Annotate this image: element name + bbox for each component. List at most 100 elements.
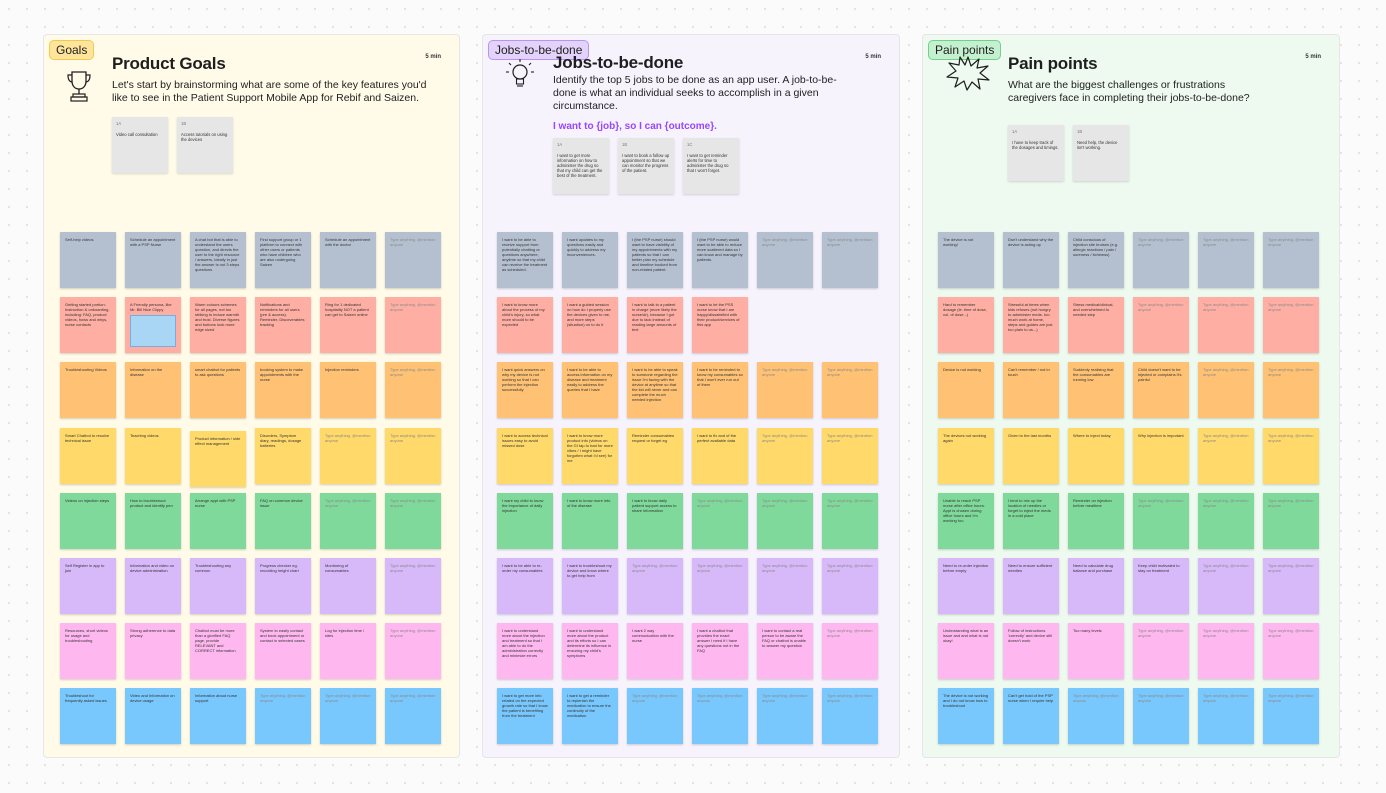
sticky-note[interactable]: Chatbot must be more than a glorified FA… bbox=[190, 623, 246, 680]
sticky-note[interactable]: FAQ on common device issue bbox=[255, 492, 311, 549]
sticky-note[interactable]: smart chatbot for patients to ask questi… bbox=[190, 362, 246, 419]
sticky-note[interactable]: Resources, short videos for usage and tr… bbox=[60, 623, 116, 680]
empty-sticky-note[interactable]: Type anything, @mention anyone bbox=[385, 688, 441, 745]
sticky-note[interactable]: Device is not working bbox=[938, 362, 994, 419]
sticky-note[interactable]: I (the PSP nurse) would want to be able … bbox=[692, 232, 748, 288]
empty-sticky-note[interactable]: Type anything, @mention anyone bbox=[1263, 297, 1319, 354]
sticky-note[interactable]: Getting started portion: Instruction & o… bbox=[60, 297, 116, 354]
empty-sticky-note[interactable]: Type anything, @mention anyone bbox=[822, 362, 878, 419]
example-note[interactable]: 1C I want to get reminder alerts for time… bbox=[683, 138, 739, 194]
sticky-note[interactable]: The device is not working and I do not k… bbox=[938, 688, 994, 745]
sticky-note[interactable]: Information and video on device administ… bbox=[125, 558, 181, 614]
sticky-note[interactable]: I want to know more product info (videos… bbox=[562, 427, 618, 484]
sticky-note[interactable]: Troubleshooting any common bbox=[190, 558, 246, 614]
empty-sticky-note[interactable]: Type anything, @mention anyone bbox=[1198, 427, 1254, 484]
sticky-note[interactable]: I want to know daily patient support acc… bbox=[627, 492, 683, 549]
section-tag-jtbd[interactable]: Jobs-to-be-done bbox=[488, 40, 590, 60]
empty-sticky-note[interactable]: Type anything, @mention anyone bbox=[1133, 623, 1189, 680]
sticky-note[interactable]: Warm colours schemes for all pages, not … bbox=[190, 297, 246, 354]
sticky-note[interactable]: I want to understand more about the prod… bbox=[562, 623, 618, 680]
empty-sticky-note[interactable]: Type anything, @mention anyone bbox=[255, 688, 311, 745]
empty-sticky-note[interactable]: Type anything, @mention anyone bbox=[1263, 232, 1319, 288]
sticky-note[interactable]: Need to re-order injection before empty bbox=[938, 558, 994, 614]
sticky-note[interactable]: I tend to mix up the location of needles… bbox=[1003, 492, 1059, 549]
empty-sticky-note[interactable]: Type anything, @mention anyone bbox=[822, 623, 878, 680]
sticky-note[interactable]: I want 2 way communication with the nurs… bbox=[627, 623, 683, 680]
section-product-goals[interactable]: Goals Product Goals 5 min Let's start by… bbox=[43, 34, 460, 758]
sticky-note[interactable]: Schedule an appointment with the doctor bbox=[320, 232, 376, 288]
sticky-note[interactable]: Reminder consumables request or forget e… bbox=[627, 427, 683, 484]
sticky-note[interactable]: Where to inject today bbox=[1068, 427, 1124, 484]
sticky-note[interactable]: I want to talk to a patient in charge (m… bbox=[627, 297, 683, 354]
sticky-note[interactable]: I want to be able to receive support fro… bbox=[497, 232, 553, 288]
sticky-note[interactable]: Strong adherence to data privacy bbox=[125, 623, 181, 680]
example-note[interactable]: 1A I have to keep track of the dosages an… bbox=[1008, 125, 1064, 181]
example-note[interactable]: 1A Video call consultation bbox=[112, 117, 168, 173]
sticky-note[interactable]: booking system to make appointments with… bbox=[255, 362, 311, 419]
sticky-note[interactable]: Notifications and reminders for all user… bbox=[255, 297, 311, 354]
empty-sticky-note[interactable]: Type anything, @mention anyone bbox=[757, 362, 813, 419]
empty-sticky-note[interactable]: Type anything, @mention anyone bbox=[1068, 688, 1124, 745]
empty-sticky-note[interactable]: Type anything, @mention anyone bbox=[692, 688, 748, 745]
section-tag-pain-points[interactable]: Pain points bbox=[928, 40, 1002, 60]
sticky-note[interactable]: Injection reminders bbox=[320, 362, 376, 419]
empty-sticky-note[interactable]: Type anything, @mention anyone bbox=[757, 688, 813, 745]
empty-sticky-note[interactable]: Type anything, @mention anyone bbox=[1263, 492, 1319, 549]
example-note[interactable]: 1B Access tutorials on using the devices bbox=[177, 117, 233, 173]
empty-sticky-note[interactable]: Type anything, @mention anyone bbox=[1198, 688, 1254, 745]
empty-sticky-note[interactable]: Type anything, @mention anyone bbox=[1133, 297, 1189, 354]
sticky-note[interactable]: Monitoring of consumables bbox=[320, 558, 376, 614]
section-tag-goals[interactable]: Goals bbox=[49, 40, 95, 60]
sticky-note[interactable]: Hard to remember dosage (ie. time of dos… bbox=[938, 297, 994, 354]
sticky-note[interactable]: Self Register in app to join bbox=[60, 558, 116, 614]
sticky-note[interactable]: Can't get hold of the PSP nurse when I r… bbox=[1003, 688, 1059, 745]
empty-sticky-note[interactable]: Type anything, @mention anyone bbox=[385, 623, 441, 680]
sticky-note[interactable]: Need to calculate drug balance and purch… bbox=[1068, 558, 1124, 614]
sticky-note[interactable]: I want to be able to re-order my consuma… bbox=[497, 558, 553, 614]
sticky-note[interactable]: I want to let the PSS nurse know that I … bbox=[692, 297, 748, 354]
empty-sticky-note[interactable]: Type anything, @mention anyone bbox=[822, 232, 878, 288]
empty-sticky-note[interactable]: Type anything, @mention anyone bbox=[1263, 558, 1319, 614]
example-note[interactable]: 1A I want to get more information on how … bbox=[553, 138, 609, 194]
sticky-note[interactable]: Arrange appt with PSP nurse bbox=[190, 492, 246, 549]
sticky-note[interactable]: Too many levels bbox=[1068, 623, 1124, 680]
sticky-note[interactable]: Product information / side effect manage… bbox=[190, 430, 246, 487]
sticky-note[interactable]: I want to be able to speak to someone re… bbox=[627, 362, 683, 419]
sticky-note[interactable]: I want to know more info of the disease bbox=[562, 492, 618, 549]
empty-sticky-note[interactable]: Type anything, @mention anyone bbox=[1198, 297, 1254, 354]
empty-sticky-note[interactable]: Type anything, @mention anyone bbox=[320, 492, 376, 549]
empty-sticky-note[interactable]: Type anything, @mention anyone bbox=[1198, 558, 1254, 614]
empty-sticky-note[interactable]: Type anything, @mention anyone bbox=[1133, 688, 1189, 745]
sticky-note[interactable]: A Friendly persona, like Mr. Bill Nice C… bbox=[125, 297, 181, 354]
empty-sticky-note[interactable]: Type anything, @mention anyone bbox=[385, 232, 441, 288]
empty-sticky-note[interactable]: Type anything, @mention anyone bbox=[822, 688, 878, 745]
empty-sticky-note[interactable]: Type anything, @mention anyone bbox=[822, 558, 878, 614]
sticky-note[interactable]: Stress medical/clinical, and overwhelmed… bbox=[1068, 297, 1124, 354]
sticky-note[interactable]: Information about nurse support bbox=[190, 688, 246, 745]
sticky-note[interactable]: I want to get more info related on the e… bbox=[497, 688, 553, 745]
empty-sticky-note[interactable]: Type anything, @mention anyone bbox=[692, 492, 748, 549]
sticky-note[interactable]: I want a guided session on how do I prop… bbox=[562, 297, 618, 354]
sticky-note[interactable]: Suddenly realising that the consumables … bbox=[1068, 362, 1124, 419]
sticky-note[interactable]: I want updates to my questions easily an… bbox=[562, 232, 618, 288]
sticky-note[interactable]: Information on the disease bbox=[125, 362, 181, 419]
sticky-note[interactable]: Troubleshoot for frequently asked issues bbox=[60, 688, 116, 745]
empty-sticky-note[interactable]: Type anything, @mention anyone bbox=[1263, 427, 1319, 484]
empty-sticky-note[interactable]: Type anything, @mention anyone bbox=[627, 558, 683, 614]
sticky-note[interactable]: Find support group or 1 platform to conn… bbox=[255, 232, 311, 288]
empty-sticky-note[interactable]: Type anything, @mention anyone bbox=[1198, 492, 1254, 549]
section-jobs-to-be-done[interactable]: Jobs-to-be-done Jobs-to-be-done 5 min Id… bbox=[482, 34, 900, 758]
sticky-note[interactable]: I (the PSP nurse) should want to have vi… bbox=[627, 232, 683, 288]
sticky-note[interactable]: A chat bot that is able to understand th… bbox=[190, 232, 246, 288]
sticky-note[interactable]: I want to fix and of the perfect availab… bbox=[692, 427, 748, 484]
sticky-note[interactable]: Log for injection time / sites bbox=[320, 623, 376, 680]
sticky-note[interactable]: I want to contact a real person to be aw… bbox=[757, 623, 813, 680]
sticky-note[interactable]: Child conscious of injection site bruise… bbox=[1068, 232, 1124, 288]
sticky-note[interactable]: Follow of instructions 'correctly' and d… bbox=[1003, 623, 1059, 680]
example-note[interactable]: 1B I want to book a follow up appointment… bbox=[618, 138, 674, 194]
sticky-note[interactable]: I want quick answers on why my device is… bbox=[497, 362, 553, 419]
sticky-note[interactable]: I want to know more about the process of… bbox=[497, 297, 553, 354]
sticky-note[interactable]: I want to be able to access information … bbox=[562, 362, 618, 419]
sticky-note[interactable]: Disorders, Symptom diary, readings, dosa… bbox=[255, 427, 311, 484]
sticky-note[interactable]: Unable to reach PSP nurse after office h… bbox=[938, 492, 994, 549]
